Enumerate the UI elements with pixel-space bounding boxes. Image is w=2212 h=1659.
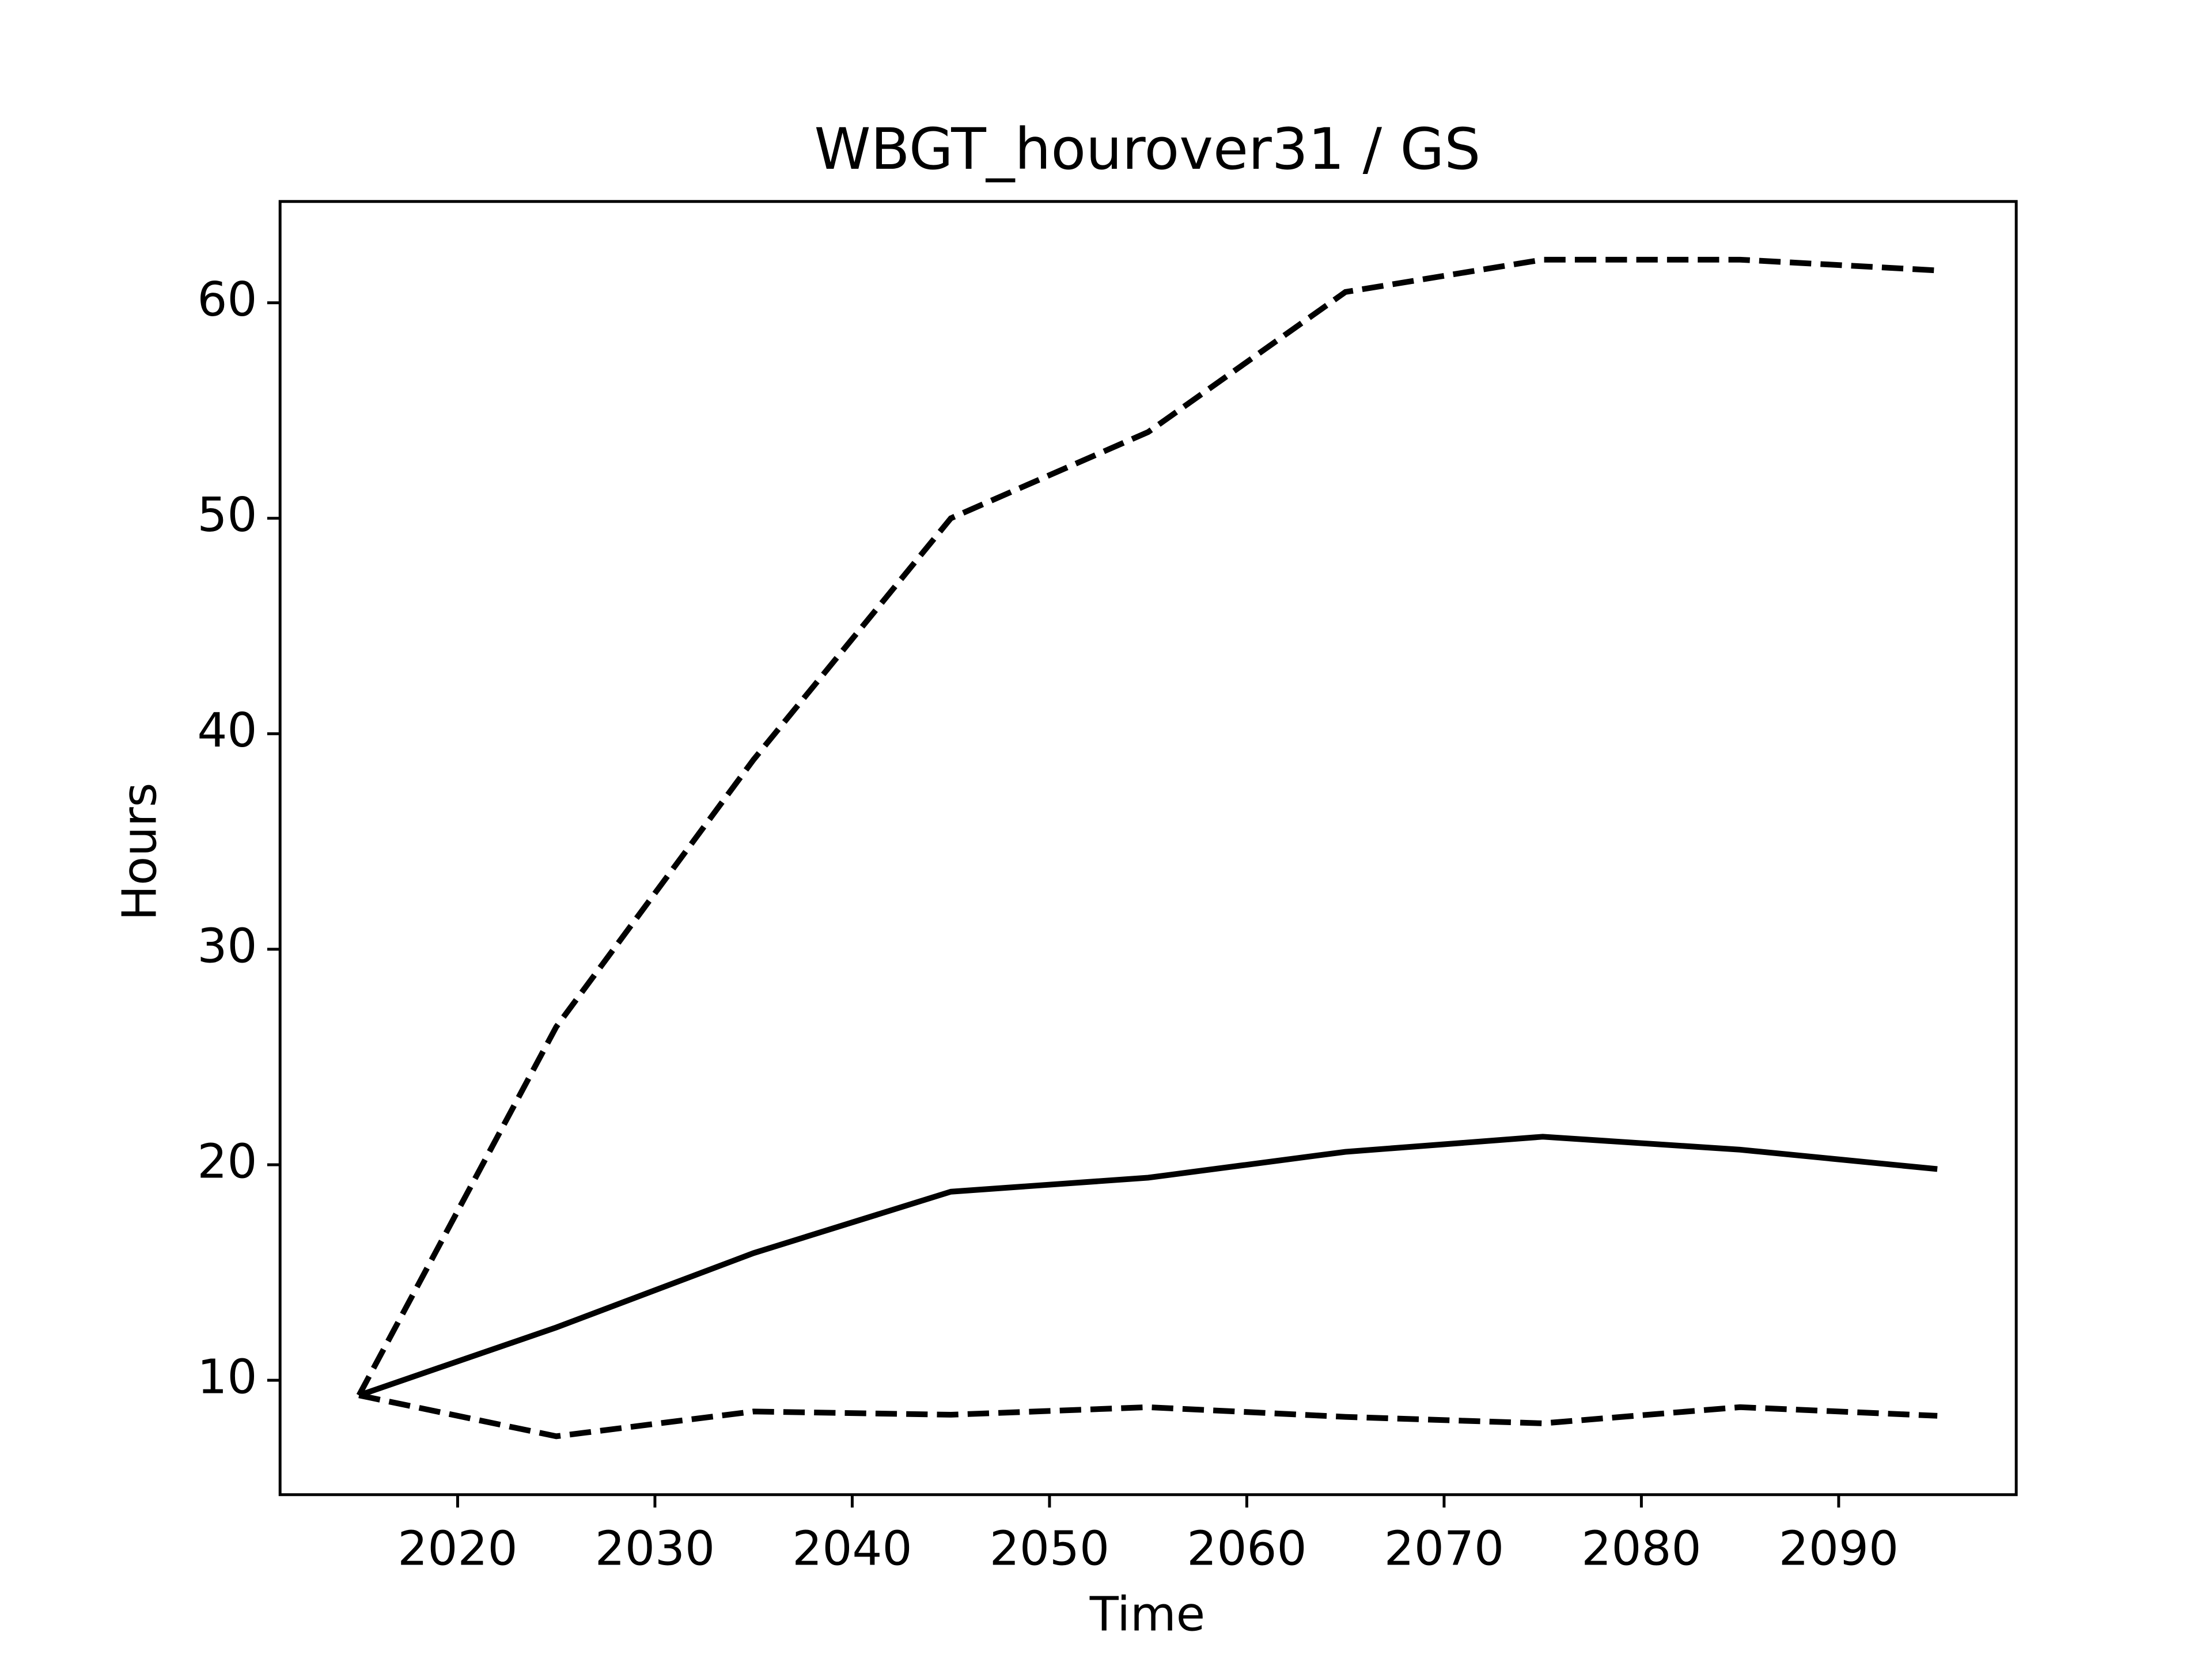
x-tick-label: 2050 bbox=[990, 1521, 1109, 1576]
x-tick-label: 2020 bbox=[397, 1521, 517, 1576]
y-axis-label: Hours bbox=[113, 783, 168, 921]
x-tick-label: 2070 bbox=[1384, 1521, 1504, 1576]
x-axis-label: Time bbox=[1089, 1588, 1205, 1642]
x-tick-label: 2040 bbox=[792, 1521, 912, 1576]
x-tick-label: 2030 bbox=[595, 1521, 715, 1576]
x-tick-label: 2090 bbox=[1779, 1521, 1899, 1576]
line-series bbox=[358, 1392, 1938, 1440]
line-series bbox=[356, 256, 1938, 1397]
y-tick-label: 10 bbox=[197, 1350, 257, 1405]
plot-frame bbox=[278, 200, 2018, 1497]
y-tick-label: 60 bbox=[197, 272, 257, 327]
y-tick-label: 30 bbox=[197, 919, 257, 974]
line-series bbox=[358, 1134, 1938, 1398]
x-tick-label: 2060 bbox=[1187, 1521, 1306, 1576]
y-tick-label: 20 bbox=[197, 1134, 257, 1189]
chart-title: WBGT_hourover31 / GS bbox=[814, 116, 1480, 183]
y-tick-label: 40 bbox=[197, 703, 257, 758]
y-tick-label: 50 bbox=[197, 488, 257, 543]
x-tick-label: 2080 bbox=[1581, 1521, 1701, 1576]
